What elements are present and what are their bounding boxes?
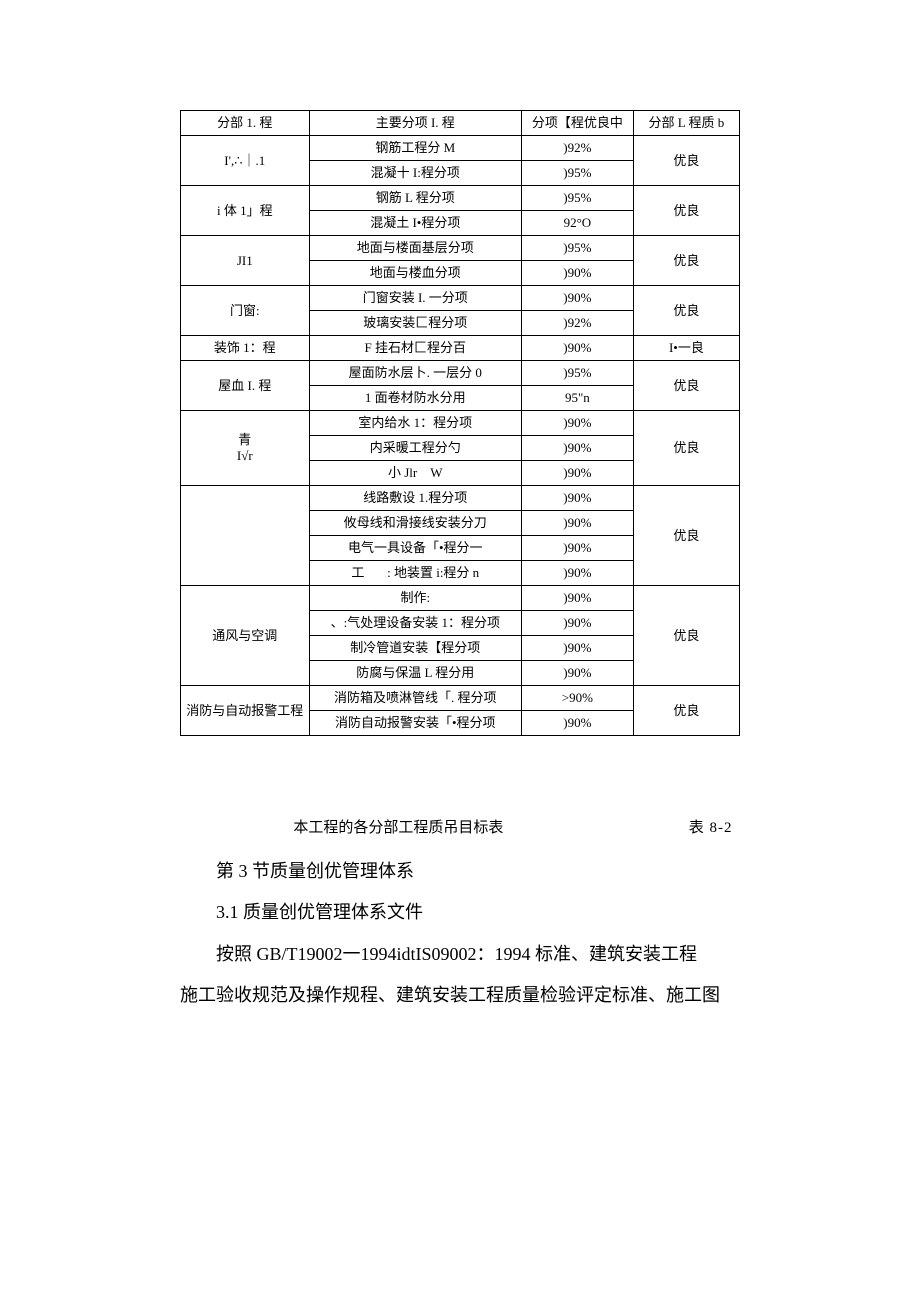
group-label: 装饰 1：程 <box>181 336 310 361</box>
item-c3: )90% <box>521 461 633 486</box>
item-c2: 玻璃安装匚程分项 <box>309 311 521 336</box>
item-c3: )95% <box>521 161 633 186</box>
table-row: 青 I√r 室内给水 1：程分项 )90% 优良 <box>181 411 740 436</box>
table-row: JI1 地面与楼面基层分项 )95% 优良 <box>181 236 740 261</box>
group-label: 通风与空调 <box>181 586 310 686</box>
item-c2: 1 面卷材防水分用 <box>309 386 521 411</box>
group-label: 屋血 I. 程 <box>181 361 310 411</box>
item-c2: 消防自动报警安装「•程分项 <box>309 711 521 736</box>
item-c2: 地面与楼面基层分项 <box>309 236 521 261</box>
group-label: 青 I√r <box>181 411 310 486</box>
item-c3: >90% <box>521 686 633 711</box>
table-row: 通风与空调 制作: )90% 优良 <box>181 586 740 611</box>
item-c2: 钢筋 L 程分项 <box>309 186 521 211</box>
table-row: i 体 1」程 钢筋 L 程分项 )95% 优良 <box>181 186 740 211</box>
item-c3: )95% <box>521 361 633 386</box>
item-c2: F 挂石材匚程分百 <box>309 336 521 361</box>
group-c4: 优良 <box>633 186 739 236</box>
caption-title: 本工程的各分部工程质吊目标表 <box>180 816 617 837</box>
item-c3: 92°O <box>521 211 633 236</box>
item-c2: 攸母线和滑接线安装分刀 <box>309 511 521 536</box>
item-c2: 内采暖工程分勺 <box>309 436 521 461</box>
table-header-row: 分部 1. 程 主要分项 I. 程 分项【程优良中 分部 L 程质 b <box>181 111 740 136</box>
col-header-2: 主要分项 I. 程 <box>309 111 521 136</box>
group-c4: 优良 <box>633 286 739 336</box>
item-c2: 线路敷设 1.程分项 <box>309 486 521 511</box>
item-c2: 消防箱及喷淋管线「. 程分项 <box>309 686 521 711</box>
item-c2: 混凝土 I•程分项 <box>309 211 521 236</box>
item-c2: 屋面防水层卜. 一层分 0 <box>309 361 521 386</box>
table-row: 消防与自动报警工程 消防箱及喷淋管线「. 程分项 >90% 优良 <box>181 686 740 711</box>
item-c3: )90% <box>521 336 633 361</box>
item-c2: 地面与楼血分项 <box>309 261 521 286</box>
body-text: 第 3 节质量创优管理体系 3.1 质量创优管理体系文件 按照 GB/T1900… <box>180 851 740 1017</box>
item-c3: )95% <box>521 236 633 261</box>
group-c4: 优良 <box>633 136 739 186</box>
item-c2: 工 : 地装置 i:程分 n <box>309 561 521 586</box>
item-c3: )90% <box>521 611 633 636</box>
item-c3: )90% <box>521 411 633 436</box>
item-c2: 钢筋工程分 M <box>309 136 521 161</box>
item-c3: )90% <box>521 486 633 511</box>
item-c2: 制作: <box>309 586 521 611</box>
item-c3: )90% <box>521 436 633 461</box>
item-c2: 电气一具设备「•程分一 <box>309 536 521 561</box>
item-c3: 95"n <box>521 386 633 411</box>
heading-3-1: 3.1 质量创优管理体系文件 <box>180 892 740 933</box>
col-header-3: 分项【程优良中 <box>521 111 633 136</box>
table-row: 门窗: 门窗安装 I. 一分项 )90% 优良 <box>181 286 740 311</box>
group-c4: 优良 <box>633 586 739 686</box>
paragraph-line-1: 按照 GB/T19002一1994idtIS09002：1994 标准、建筑安装… <box>180 934 740 975</box>
table-row: 装饰 1：程 F 挂石材匚程分百 )90% I•一良 <box>181 336 740 361</box>
table-row: 线路敷设 1.程分项 )90% 优良 <box>181 486 740 511</box>
table-caption: 本工程的各分部工程质吊目标表 表 8-2 <box>180 816 740 845</box>
group-c4: 优良 <box>633 411 739 486</box>
table-row: 屋血 I. 程 屋面防水层卜. 一层分 0 )95% 优良 <box>181 361 740 386</box>
group-label: I',∴｜.1 <box>181 136 310 186</box>
item-c3: )90% <box>521 636 633 661</box>
item-c3: )95% <box>521 186 633 211</box>
group-c4: 优良 <box>633 686 739 736</box>
item-c3: )90% <box>521 536 633 561</box>
item-c2: 室内给水 1：程分项 <box>309 411 521 436</box>
item-c2: 门窗安装 I. 一分项 <box>309 286 521 311</box>
item-c3: )90% <box>521 661 633 686</box>
item-c2: 小 Jlr W <box>309 461 521 486</box>
item-c3: )90% <box>521 711 633 736</box>
item-c3: )92% <box>521 136 633 161</box>
group-label: i 体 1」程 <box>181 186 310 236</box>
col-header-1: 分部 1. 程 <box>181 111 310 136</box>
heading-section-3: 第 3 节质量创优管理体系 <box>180 851 740 892</box>
item-c2: 、:气处理设备安装 1：程分项 <box>309 611 521 636</box>
item-c2: 防腐与保温 L 程分用 <box>309 661 521 686</box>
paragraph-line-2: 施工验收规范及操作规程、建筑安装工程质量检验评定标准、施工图 <box>180 975 740 1016</box>
item-c3: )90% <box>521 586 633 611</box>
item-c2: 混凝十 I:程分项 <box>309 161 521 186</box>
table-row: I',∴｜.1 钢筋工程分 M )92% 优良 <box>181 136 740 161</box>
item-c3: )90% <box>521 561 633 586</box>
item-c3: )90% <box>521 261 633 286</box>
group-label <box>181 486 310 586</box>
group-label: 消防与自动报警工程 <box>181 686 310 736</box>
group-label: 门窗: <box>181 286 310 336</box>
col-header-4: 分部 L 程质 b <box>633 111 739 136</box>
group-c4: 优良 <box>633 361 739 411</box>
group-c4: I•一良 <box>633 336 739 361</box>
item-c3: )90% <box>521 286 633 311</box>
group-label: JI1 <box>181 236 310 286</box>
group-c4: 优良 <box>633 486 739 586</box>
quality-target-table: 分部 1. 程 主要分项 I. 程 分项【程优良中 分部 L 程质 b I',∴… <box>180 110 740 736</box>
caption-table-number: 表 8-2 <box>621 816 733 837</box>
item-c3: )92% <box>521 311 633 336</box>
item-c2: 制冷管道安装【程分项 <box>309 636 521 661</box>
item-c3: )90% <box>521 511 633 536</box>
group-c4: 优良 <box>633 236 739 286</box>
